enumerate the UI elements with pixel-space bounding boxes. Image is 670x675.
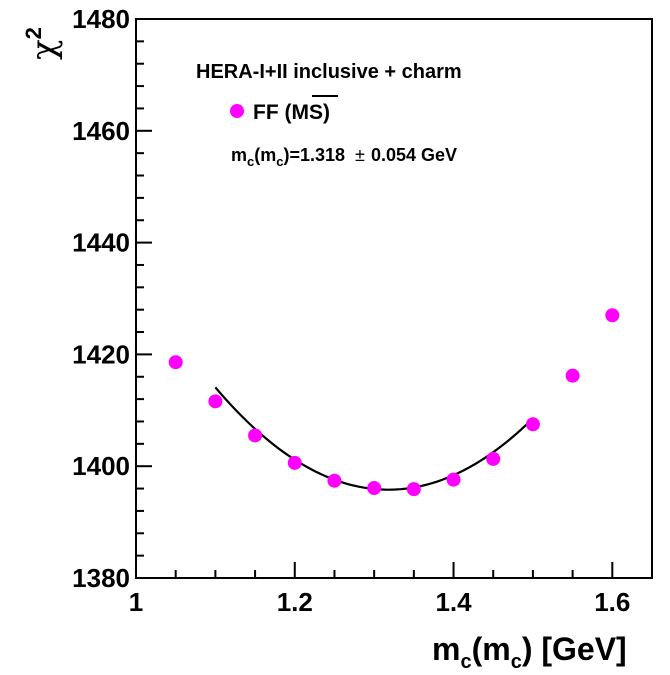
data-point — [287, 455, 302, 470]
y-axis-label: χ2 — [21, 27, 64, 60]
x-tick-label: 1.6 — [594, 587, 630, 617]
data-point — [248, 428, 263, 443]
x-tick-label: 1.4 — [435, 587, 472, 617]
data-point — [605, 308, 620, 323]
plot-frame — [135, 18, 653, 579]
y-tick-label: 1380 — [72, 563, 130, 593]
data-point — [565, 368, 580, 383]
y-tick-label: 1420 — [72, 339, 130, 369]
data-point — [367, 481, 382, 496]
y-tick-label: 1460 — [72, 116, 130, 146]
x-axis-label: mc(mc) [GeV] — [432, 631, 627, 673]
y-tick-label: 1400 — [72, 451, 130, 481]
x-tick-label: 1.2 — [277, 587, 313, 617]
legend-marker — [230, 104, 244, 118]
annotation-dataset: HERA-I+II inclusive + charm — [196, 61, 462, 83]
annotation-result: mc(mc)=1.318 ±0.054 GeV — [231, 145, 457, 169]
legend-label: FF (MS) — [253, 101, 330, 124]
data-point — [208, 394, 223, 409]
x-tick-label: 1 — [129, 587, 143, 617]
data-point — [446, 472, 461, 487]
fit-curve — [214, 386, 534, 491]
data-point — [406, 482, 421, 497]
data-point — [486, 451, 501, 466]
y-tick-label: 1480 — [72, 4, 130, 34]
data-point — [327, 473, 342, 488]
data-point — [168, 355, 183, 370]
data-point — [525, 417, 540, 432]
y-tick-label: 1440 — [72, 228, 130, 258]
